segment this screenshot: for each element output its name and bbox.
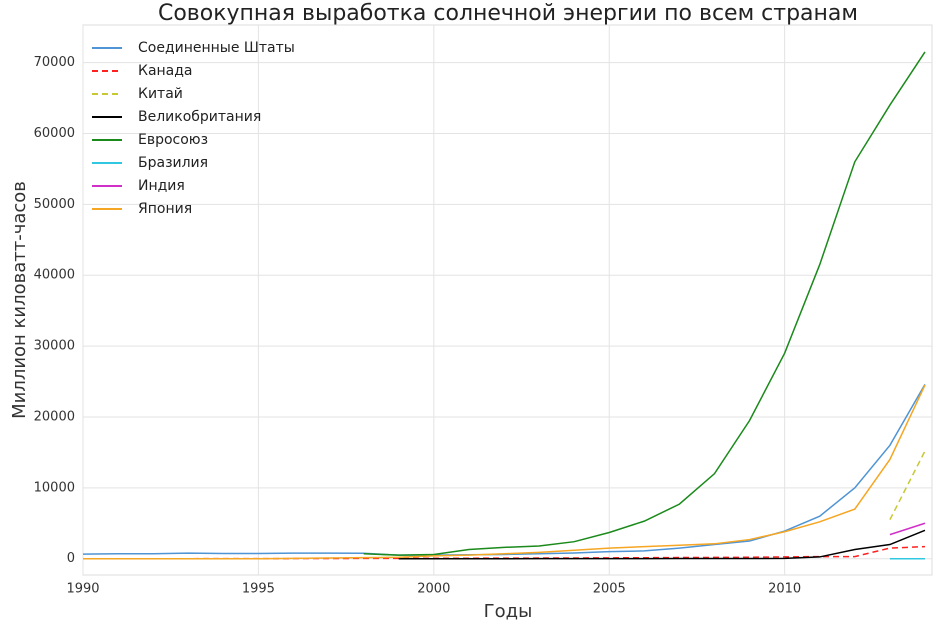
y-tick-label: 20000 xyxy=(34,409,75,424)
series-line xyxy=(83,384,926,560)
chart-title: Совокупная выработка солнечной энергии п… xyxy=(158,1,858,26)
legend-label: Соединенные Штаты xyxy=(138,40,295,56)
legend-label: Великобритания xyxy=(138,109,261,125)
legend-label: Китай xyxy=(138,86,183,102)
legend-label: Евросоюз xyxy=(138,132,208,148)
x-tick-label: 1995 xyxy=(242,582,275,597)
x-tick-label: 2005 xyxy=(593,582,626,597)
y-tick-label: 30000 xyxy=(34,339,75,354)
series-line xyxy=(889,522,926,536)
legend-label: Индия xyxy=(138,178,185,194)
plot-area xyxy=(82,24,933,576)
series-line xyxy=(363,51,926,556)
y-axis-label: Миллион киловатт-часов xyxy=(9,181,30,419)
series-line xyxy=(398,529,926,560)
y-tick-label: 70000 xyxy=(34,55,75,70)
y-tick-label: 60000 xyxy=(34,126,75,141)
x-tick-label: 2000 xyxy=(417,582,450,597)
y-tick-label: 50000 xyxy=(34,197,75,212)
x-tick-label: 2010 xyxy=(768,582,801,597)
x-tick-label: 1990 xyxy=(66,582,99,597)
legend-label: Канада xyxy=(138,63,193,79)
legend-label: Япония xyxy=(138,201,192,217)
legend-label: Бразилия xyxy=(138,155,208,171)
y-tick-label: 10000 xyxy=(34,480,75,495)
x-axis-label: Годы xyxy=(484,601,533,622)
y-tick-label: 0 xyxy=(67,551,75,566)
series-line xyxy=(889,450,926,521)
y-tick-label: 40000 xyxy=(34,268,75,283)
